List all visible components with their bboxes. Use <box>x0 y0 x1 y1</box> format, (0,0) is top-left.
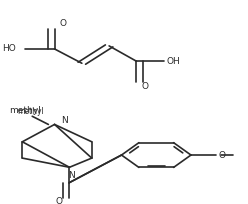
Text: methyl: methyl <box>18 107 44 116</box>
Text: HO: HO <box>2 44 16 53</box>
Text: O: O <box>141 82 148 91</box>
Text: O: O <box>60 19 66 28</box>
Text: O: O <box>55 197 62 204</box>
Text: O: O <box>218 151 225 160</box>
Text: methyl: methyl <box>9 106 41 115</box>
Text: N: N <box>68 171 75 180</box>
Text: OH: OH <box>166 57 180 66</box>
Text: N: N <box>61 116 67 125</box>
